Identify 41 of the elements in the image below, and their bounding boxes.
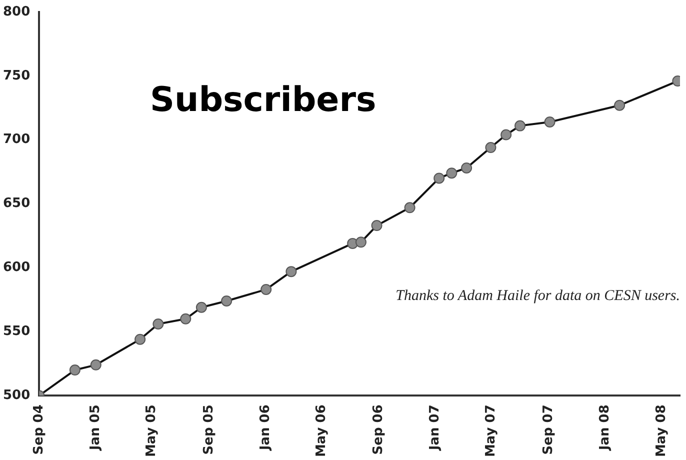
- point: [180, 313, 192, 324]
- point: [404, 202, 416, 214]
- point: [544, 116, 556, 128]
- point: [152, 318, 164, 330]
- x-tick-label: Jan 08: [598, 404, 612, 452]
- point: [355, 236, 366, 248]
- annotation: Thanks to Adam Haile for data on CESN users.: [396, 288, 680, 305]
- y-tick-label: 750: [2, 68, 30, 84]
- point: [90, 359, 102, 370]
- point: [371, 220, 382, 232]
- x-tick-label: Sep 05: [201, 404, 216, 455]
- y-tick-label: 600: [2, 260, 30, 276]
- y-tick-label: 550: [2, 324, 30, 340]
- x-tick-label: Jan 07: [428, 404, 443, 452]
- point: [434, 172, 445, 184]
- x-tick-label: Jan 06: [258, 404, 273, 452]
- x-tick-label: May 06: [314, 404, 329, 458]
- point: [260, 284, 272, 295]
- point: [196, 302, 207, 313]
- point: [500, 129, 512, 140]
- point: [69, 364, 80, 376]
- x-tick-label: Sep 06: [371, 404, 386, 455]
- point: [461, 162, 472, 174]
- y-tick-label: 650: [2, 196, 30, 212]
- point: [446, 168, 458, 179]
- y-tick-label: 700: [2, 132, 30, 148]
- x-tick-label: May 07: [484, 404, 499, 458]
- point: [286, 266, 297, 278]
- point: [614, 100, 626, 111]
- y-tick-label: 500: [2, 388, 30, 403]
- x-tick-label: Sep 07: [540, 404, 556, 455]
- x-tick-label: Jan 05: [88, 404, 104, 452]
- y-tick-label: 800: [2, 4, 30, 20]
- point: [221, 295, 232, 306]
- point: [134, 334, 146, 345]
- x-tick-label: May 08: [654, 404, 669, 458]
- point: [485, 142, 496, 154]
- x-tick-label: Sep 04: [32, 404, 47, 455]
- point: [514, 120, 526, 132]
- x-tick-label: May 05: [144, 404, 160, 458]
- text: Subscribers: [150, 80, 376, 120]
